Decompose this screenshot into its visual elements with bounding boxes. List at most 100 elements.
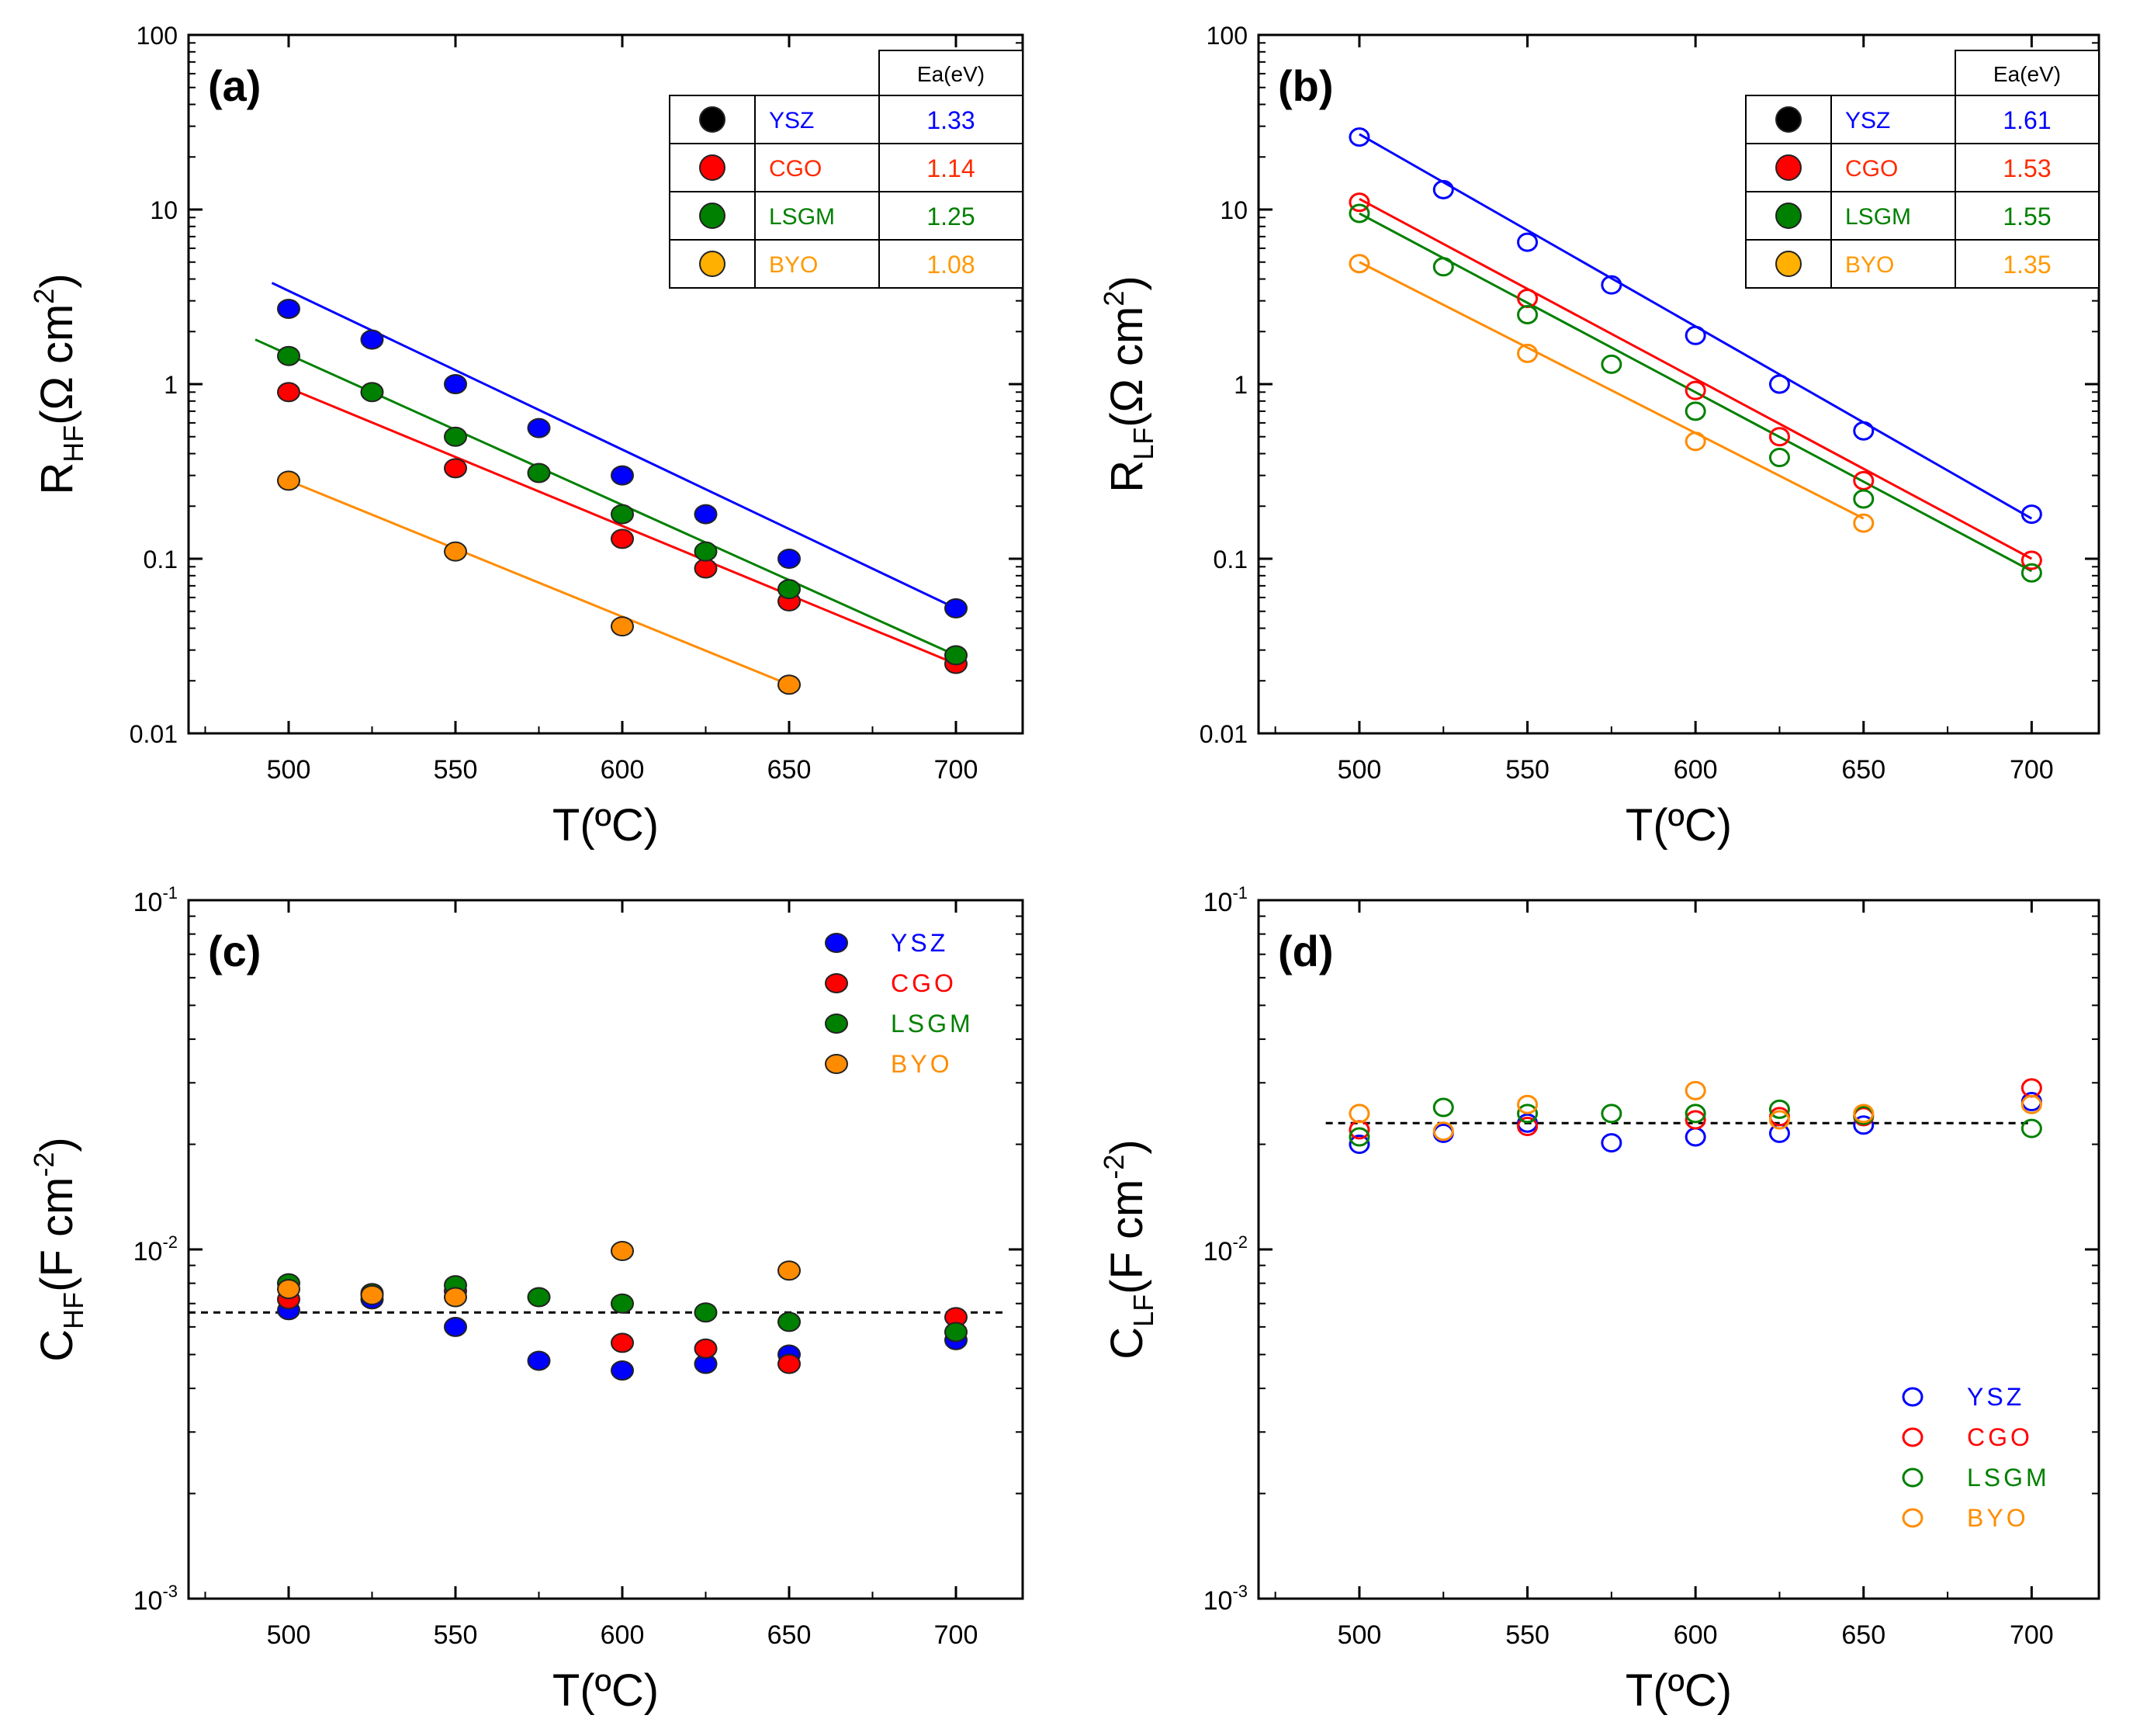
y-tick-label: 10-1 [1203,883,1248,917]
data-point [1349,192,1370,213]
y-axis-label: CHF(F cm-2) [28,1137,89,1361]
fit-line-lsgm [1359,212,2033,573]
legend-name: LSGM [1845,204,1911,230]
data-point [277,382,300,403]
data-point [611,504,634,525]
legend: YSZ CGO LSGM BYO [1902,1383,2047,1532]
series-byo [1349,254,1875,533]
y-tick-label: 10-1 [133,883,178,917]
legend-name: CGO [769,156,822,182]
data-point [777,1312,801,1332]
x-tick-label: 700 [2010,755,2054,785]
legend-marker-byo [825,1054,848,1074]
panel-label: (c) [208,927,261,975]
data-point [1432,1097,1454,1117]
data-point [611,616,634,637]
y-label-sub: LF [1127,1294,1159,1327]
y-tick-mantissa: 10 [1203,1237,1233,1266]
data-point [444,541,467,562]
legend-table: Ea(eV) YSZ 1.61 CGO 1.53 LSGM 1.55 BYO 1.35 [1745,50,2100,289]
x-tick-label: 550 [434,1620,478,1650]
data-point [527,418,551,438]
y-label-sub: LF [1127,428,1159,460]
data-point [1349,1104,1370,1124]
legend-marker-ysz [825,933,848,953]
data-point [1432,257,1454,277]
y-label-close: ) [1102,1139,1152,1154]
legend-marker-cgo [699,154,725,181]
y-tick-label: 10-2 [133,1232,178,1266]
y-label-unit: (Ω cm [32,304,82,425]
legend-label: CGO [891,969,957,997]
data-point [2020,563,2042,583]
data-point [277,470,300,491]
data-point [2020,1118,2042,1138]
y-label-sup: 2 [28,289,60,304]
x-tick-label: 600 [1674,755,1718,785]
y-label-unit: (Ω cm [1102,307,1152,428]
data-point [1853,421,1875,441]
y-tick-exponent: -1 [1232,883,1248,903]
y-label-close: ) [32,1137,82,1152]
series-byo [277,1240,801,1308]
data-point [694,1338,718,1359]
legend-ea-value: 1.61 [2003,106,2051,134]
series-lsgm [1349,203,2042,583]
y-axis-label: CLF(F cm-2) [1098,1139,1159,1359]
legend-header-cell [878,50,1023,96]
legend-marker-ysz [699,106,725,133]
x-tick-label: 650 [767,755,812,785]
fit-line-ysz [271,282,957,610]
legend-marker-cgo [825,973,848,993]
data-point [1517,1117,1539,1137]
data-point [1685,431,1706,452]
data-point [444,458,467,479]
legend-header-ea: Ea(eV) [1993,62,2061,86]
y-tick-mantissa: 10 [133,888,163,917]
y-tick-exponent: -2 [162,1232,178,1252]
plot-frame [1257,899,2100,1600]
panel-label: (a) [208,61,261,110]
legend-ea-value: 1.08 [926,251,975,279]
x-tick-label: 550 [1505,1620,1550,1650]
legend-marker-cgo [1902,1427,1924,1447]
data-point [1601,1104,1622,1124]
y-tick-label: 10-3 [133,1582,178,1616]
data-point [1517,1094,1539,1114]
data-point [1853,1104,1875,1124]
data-point [2020,550,2042,570]
y-tick-label: 100 [137,22,178,50]
data-point [1768,374,1790,394]
series-byo [1349,1080,2042,1142]
data-point [1517,304,1539,324]
x-tick-label: 650 [1841,1620,1885,1650]
y-tick-exponent: -3 [162,1582,178,1601]
x-tick-label: 600 [601,755,645,785]
data-point [444,1316,467,1337]
y-tick-label: 100 [1207,22,1248,50]
data-point [1853,489,1875,509]
data-point [1685,401,1706,421]
y-tick-label: 10 [150,196,178,224]
data-point [944,645,968,666]
y-label-sup: -2 [1098,1155,1130,1180]
data-point [694,1302,718,1323]
data-point [277,1279,300,1300]
data-point [1853,513,1875,533]
legend-name: YSZ [1845,108,1890,133]
data-point [1685,1104,1706,1124]
data-point [1601,354,1622,374]
data-point [527,1350,551,1371]
panel-label: (b) [1278,61,1334,110]
fit-line-lsgm [255,338,957,657]
data-point [1349,127,1370,147]
data-point [1768,448,1790,468]
y-label-main: R [1102,460,1152,493]
x-tick-label: 500 [267,1620,311,1650]
series-lsgm [1349,1097,2042,1147]
data-point [277,298,300,319]
data-point [1685,1127,1706,1147]
data-point [444,374,467,394]
